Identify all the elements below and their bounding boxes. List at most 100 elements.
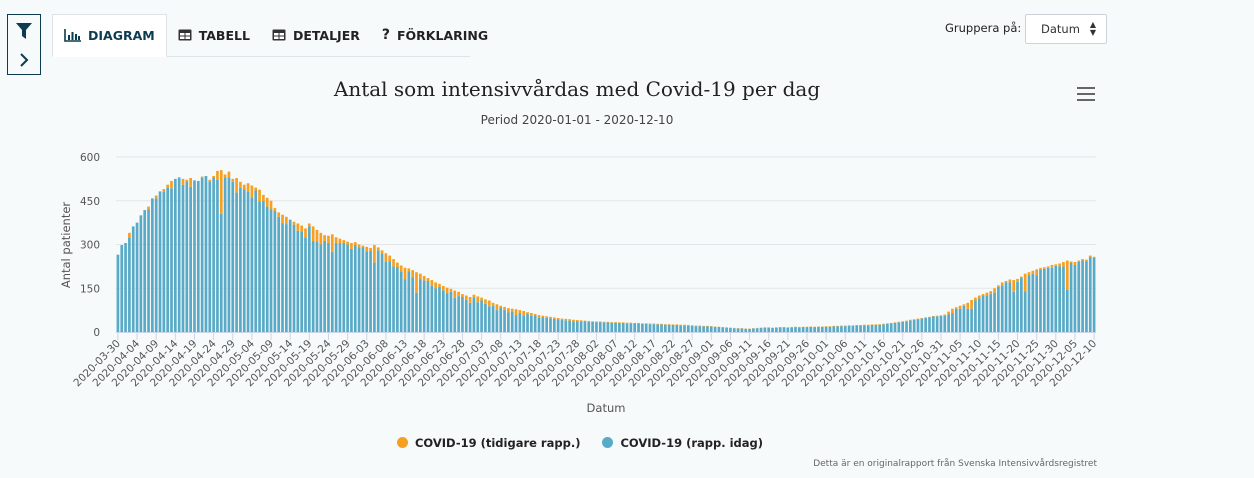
bar-idag [641, 323, 644, 332]
bar-idag [357, 247, 361, 332]
chart-menu-button[interactable] [1077, 87, 1095, 105]
bar-idag [346, 244, 349, 332]
bar-idag [985, 295, 989, 332]
bar-idag [1027, 275, 1031, 332]
bar-tidigare [330, 234, 334, 252]
bar-idag [376, 250, 380, 332]
bar-idag [242, 189, 246, 332]
tab-tabell[interactable]: TABELL [167, 14, 261, 56]
legend-label: COVID-19 (tidigare rapp.) [414, 436, 581, 450]
bar-idag [361, 247, 365, 332]
bar-tidigare [683, 324, 686, 326]
bar-idag [518, 313, 522, 332]
bar-tidigare [618, 322, 621, 323]
bar-tidigare [365, 246, 369, 252]
bar-idag [843, 326, 847, 332]
bar-tidigare [292, 221, 296, 225]
bar-tidigare [905, 320, 908, 322]
bar-tidigare [602, 321, 606, 323]
bar-tidigare [694, 325, 698, 327]
bar-idag [767, 327, 771, 332]
bar-idag [403, 279, 407, 332]
bar-tidigare [514, 309, 518, 316]
filter-toggle-button[interactable] [7, 14, 41, 75]
bar-idag [706, 326, 709, 332]
bar-tidigare [564, 318, 568, 321]
bar-idag [1023, 291, 1027, 332]
bar-idag [307, 226, 311, 332]
tab-diagram[interactable]: DIAGRAM [52, 14, 167, 57]
y-axis-title: Antal patienter [59, 202, 73, 289]
bar-idag [855, 325, 859, 332]
bar-idag [491, 305, 495, 332]
bar-idag [1031, 273, 1035, 332]
legend-item-idag[interactable]: COVID-19 (rapp. idag) [602, 436, 763, 450]
bar-idag [503, 309, 506, 332]
bar-idag [698, 326, 702, 332]
bar-tidigare [162, 189, 166, 192]
bar-tidigare [1042, 267, 1046, 269]
bar-idag [131, 226, 135, 332]
bar-tidigare [920, 318, 924, 319]
y-tick-label: 0 [93, 327, 100, 339]
bar-tidigare [242, 184, 246, 190]
bar-tidigare [1054, 264, 1058, 266]
group-by-label: Gruppera på: [945, 21, 1022, 35]
bar-idag [920, 318, 924, 332]
bar-idag [866, 325, 870, 332]
bar-idag [951, 313, 954, 332]
bar-tidigare [304, 228, 307, 238]
bar-tidigare [380, 250, 384, 254]
bar-idag [931, 316, 935, 332]
bar-idag [292, 224, 296, 332]
bar-tidigare [943, 314, 947, 316]
bar-idag [602, 322, 606, 332]
bar-tidigare [1092, 256, 1096, 258]
bar-idag [487, 306, 491, 332]
table-icon [272, 29, 286, 41]
bar-idag [388, 261, 392, 332]
bar-tidigare [418, 273, 422, 280]
bar-idag [614, 322, 617, 332]
bar-tidigare [931, 315, 935, 317]
group-by-select[interactable]: Datum ▲ ▼ [1025, 14, 1107, 44]
bar-tidigare [993, 288, 996, 293]
bar-idag [453, 297, 457, 332]
bar-idag [1012, 291, 1016, 332]
bar-idag [847, 325, 851, 332]
bar-tidigare [526, 312, 529, 314]
bar-tidigare [633, 322, 637, 324]
bar-tidigare [327, 235, 330, 244]
bar-idag [809, 326, 813, 332]
question-icon: ? [381, 27, 390, 43]
bar-tidigare [997, 285, 1000, 287]
bar-tidigare [966, 302, 970, 309]
bar-idag [954, 308, 958, 332]
bar-idag [177, 177, 181, 332]
bar-idag [717, 327, 721, 332]
bar-idag [273, 210, 277, 332]
bar-tidigare [870, 324, 874, 325]
tab-forklaring[interactable]: ? FÖRKLARING [371, 14, 499, 56]
bar-tidigare [1031, 270, 1035, 274]
bar-tidigare [307, 223, 311, 227]
bar-tidigare [951, 308, 954, 314]
bar-idag [472, 297, 476, 332]
bar-tidigare [434, 282, 437, 289]
x-axis-title: Datum [587, 401, 626, 415]
bar-idag [1058, 266, 1061, 332]
bar-tidigare [254, 187, 258, 191]
tab-detaljer[interactable]: DETALJER [261, 14, 371, 56]
bar-tidigare [698, 325, 702, 327]
bar-tidigare [1046, 266, 1050, 268]
bar-idag [147, 209, 150, 332]
bar-idag [947, 314, 950, 332]
bar-idag [759, 327, 763, 332]
bar-tidigare [258, 189, 261, 202]
bar-idag [709, 326, 713, 332]
bar-idag [288, 219, 292, 332]
bar-tidigare [533, 313, 537, 316]
legend-item-tidigare[interactable]: COVID-19 (tidigare rapp.) [396, 436, 581, 450]
bar-tidigare [908, 319, 912, 321]
